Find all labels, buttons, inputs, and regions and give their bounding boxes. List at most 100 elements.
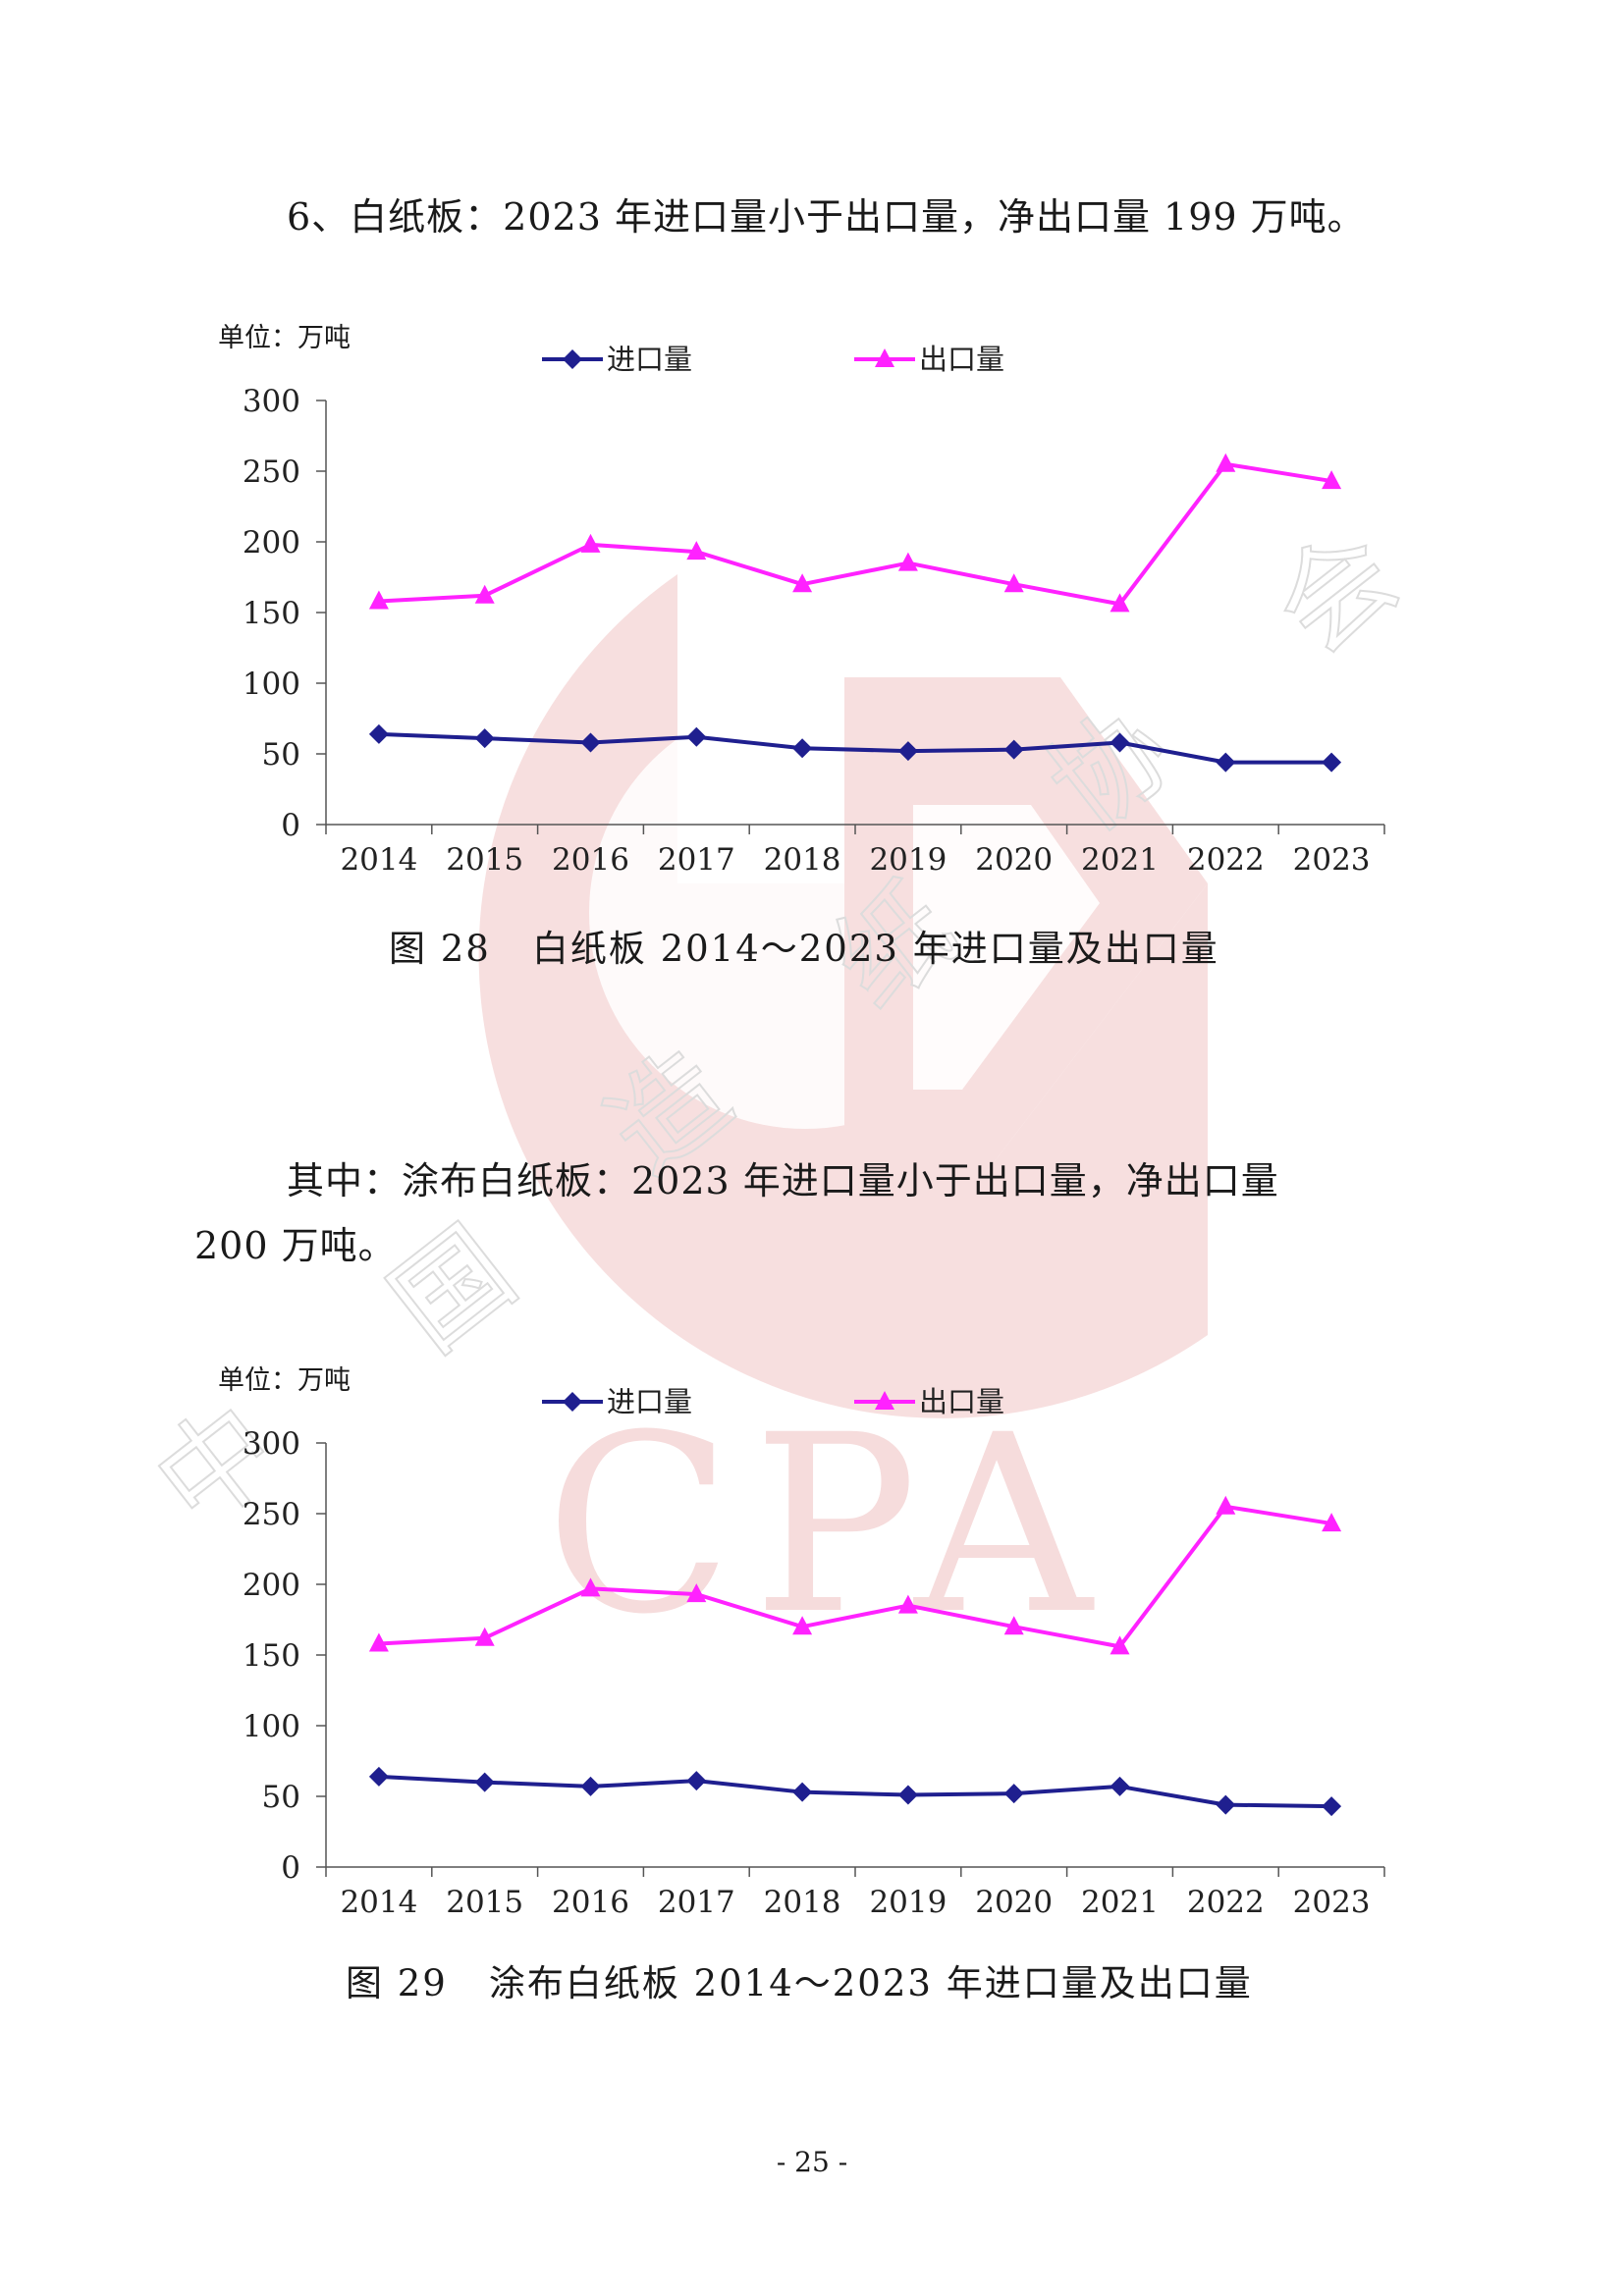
data-point — [1216, 1495, 1236, 1515]
series-line — [378, 1504, 1332, 1649]
legend-marker — [875, 1391, 894, 1410]
chart-28-plot: 0 50 100 150 200 250 300 2014 2015 2016 2017 2018 20… — [243, 343, 1385, 878]
data-point — [474, 1772, 495, 1792]
x-tick-label: 2022 — [1187, 1885, 1265, 1920]
legend-label: 进口量 — [607, 343, 692, 376]
chart-29-caption: 图 29 涂布白纸板 2014～2023 年进口量及出口量 — [346, 1953, 1253, 2006]
series-line — [378, 461, 1332, 607]
data-point — [792, 1782, 813, 1802]
page-number: - 25 - — [776, 2146, 848, 2178]
caption-text: 涂布白纸板 2014～2023 年进口量及出口量 — [488, 1962, 1253, 2004]
x-tick-label: 2022 — [1187, 842, 1265, 878]
y-tick-label: 100 — [243, 667, 300, 702]
y-tick-label: 200 — [243, 525, 300, 561]
data-point — [1216, 752, 1236, 773]
x-tick-label: 2019 — [869, 842, 947, 878]
data-point — [580, 1577, 601, 1597]
x-tick-label: 2023 — [1293, 842, 1371, 878]
caption-text: 白纸板 2014～2023 年进口量及出口量 — [531, 928, 1219, 970]
data-point — [474, 1627, 495, 1646]
coated-paragraph-line-1: 其中：涂布白纸板：2023 年进口量小于出口量，净出口量 — [287, 1159, 1279, 1202]
x-tick-label: 2020 — [975, 842, 1053, 878]
data-point — [580, 732, 601, 753]
legend-marker — [563, 349, 582, 369]
y-tick-label: 150 — [243, 596, 300, 631]
legend-marker — [563, 1392, 582, 1412]
y-tick-label: 0 — [281, 808, 300, 843]
legend-label: 出口量 — [919, 1385, 1004, 1418]
chart-29-plot: 0 50 100 150 200 250 300 2014 2015 2016 2017 2018 20… — [243, 1385, 1385, 1920]
y-tick-label: 300 — [243, 384, 300, 419]
data-point — [1216, 1794, 1236, 1815]
x-tick-label: 2014 — [340, 842, 417, 878]
data-point — [686, 1771, 707, 1791]
y-tick-label: 50 — [262, 737, 300, 773]
x-tick-label: 2014 — [340, 1885, 417, 1920]
data-point — [1322, 470, 1342, 490]
y-tick-label: 50 — [262, 1780, 300, 1815]
unit-label: 单位：万吨 — [218, 323, 351, 353]
data-point — [1110, 1635, 1130, 1655]
x-tick-label: 2020 — [975, 1885, 1053, 1920]
data-point — [792, 573, 813, 593]
y-tick-label: 100 — [243, 1709, 300, 1744]
x-tick-label: 2021 — [1081, 842, 1159, 878]
data-point — [580, 533, 601, 553]
data-point — [897, 552, 918, 571]
caption-number: 图 28 — [389, 928, 491, 970]
data-point — [792, 1616, 813, 1635]
y-tick-label: 300 — [243, 1426, 300, 1462]
data-point — [686, 726, 707, 747]
unit-label: 单位：万吨 — [218, 1365, 351, 1396]
data-point — [368, 723, 389, 744]
data-point — [1322, 752, 1342, 773]
coated-paragraph-line-2: 200 万吨。 — [194, 1224, 397, 1267]
series-line — [378, 731, 1332, 765]
section-6-paragraph: 6、白纸板：2023 年进口量小于出口量，净出口量 199 万吨。 — [287, 195, 1366, 239]
x-tick-label: 2019 — [869, 1885, 947, 1920]
x-tick-label: 2018 — [764, 1885, 841, 1920]
x-tick-label: 2017 — [658, 842, 735, 878]
y-tick-label: 0 — [281, 1850, 300, 1886]
data-point — [1110, 1776, 1130, 1796]
y-tick-label: 250 — [243, 1497, 300, 1532]
data-point — [474, 584, 495, 604]
x-tick-label: 2016 — [552, 842, 629, 878]
data-point — [1003, 1616, 1024, 1635]
data-point — [1003, 573, 1024, 593]
x-tick-label: 2015 — [446, 842, 523, 878]
y-tick-label: 250 — [243, 454, 300, 490]
chart-28: 单位：万吨 0 50 100 150 200 250 300 2014 2015 2016 2017… — [196, 304, 1434, 903]
y-tick-label: 200 — [243, 1568, 300, 1603]
chart-28-caption: 图 28 白纸板 2014～2023 年进口量及出口量 — [389, 919, 1219, 972]
data-point — [368, 1766, 389, 1787]
data-point — [1322, 1513, 1342, 1532]
x-tick-label: 2016 — [552, 1885, 629, 1920]
data-point — [368, 1632, 389, 1652]
series-line — [378, 1774, 1332, 1809]
data-point — [1322, 1796, 1342, 1817]
y-tick-label: 150 — [243, 1638, 300, 1674]
x-tick-label: 2021 — [1081, 1885, 1159, 1920]
legend-label: 出口量 — [919, 343, 1004, 376]
data-point — [1003, 1784, 1024, 1804]
legend-label: 进口量 — [607, 1385, 692, 1418]
data-point — [792, 738, 813, 759]
x-tick-label: 2023 — [1293, 1885, 1371, 1920]
caption-number: 图 29 — [346, 1962, 448, 2004]
data-point — [368, 590, 389, 610]
chart-29: 单位：万吨 0 50 100 150 200 250 300 2014 2015 2016 2017… — [196, 1347, 1434, 1946]
x-tick-label: 2015 — [446, 1885, 523, 1920]
x-tick-label: 2018 — [764, 842, 841, 878]
x-tick-label: 2017 — [658, 1885, 735, 1920]
legend-marker — [875, 348, 894, 367]
data-point — [897, 1594, 918, 1614]
data-point — [1110, 593, 1130, 613]
data-point — [1003, 739, 1024, 760]
data-point — [686, 541, 707, 561]
data-point — [897, 741, 918, 762]
data-point — [1216, 453, 1236, 472]
data-point — [897, 1785, 918, 1805]
data-point — [474, 728, 495, 749]
data-point — [686, 1583, 707, 1603]
